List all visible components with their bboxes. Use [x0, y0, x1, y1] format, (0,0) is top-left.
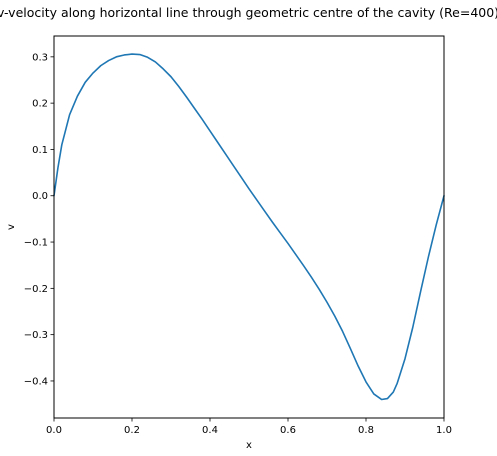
axes-frame [53, 35, 445, 419]
series-line-v [53, 53, 445, 401]
x-tick-label: 0.6 [280, 425, 296, 436]
y-tick-label: 0.2 [32, 99, 48, 110]
y-tick-label: 0.1 [32, 145, 48, 156]
y-tick-label: 0.3 [32, 52, 48, 63]
x-axis: 0.0 0.2 0.4 0.6 0.8 1.0 [46, 418, 452, 436]
y-tick-label: −0.4 [24, 376, 48, 387]
x-tick-label: 0.4 [202, 425, 218, 436]
plot-area: 0.0 0.2 0.4 0.6 0.8 1.0 0.3 0.2 0.1 0.0 −0.1 −0.2 −… [24, 35, 452, 436]
x-tick-label: 0.8 [358, 425, 374, 436]
y-tick-label: −0.2 [24, 284, 48, 295]
x-axis-label: x [246, 440, 252, 451]
y-axis-label: v [6, 224, 17, 230]
x-tick-label: 0.0 [46, 425, 62, 436]
y-axis: 0.3 0.2 0.1 0.0 −0.1 −0.2 −0.3 −0.4 [24, 52, 54, 387]
x-tick-label: 0.2 [124, 425, 140, 436]
y-tick-label: −0.1 [24, 238, 48, 249]
y-tick-label: 0.0 [32, 191, 48, 202]
chart-title: v-velocity along horizontal line through… [0, 5, 497, 20]
x-tick-label: 1.0 [436, 425, 452, 436]
y-tick-label: −0.3 [24, 330, 48, 341]
